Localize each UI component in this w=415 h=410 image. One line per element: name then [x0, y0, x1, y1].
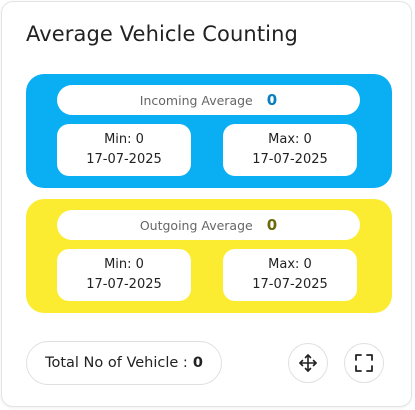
incoming-min-date: 17-07-2025: [86, 152, 162, 167]
total-vehicle-pill: Total No of Vehicle : 0: [26, 341, 222, 385]
incoming-average-value: 0: [266, 91, 278, 109]
incoming-min-label: Min: 0: [104, 132, 144, 147]
outgoing-average-label: Outgoing Average: [139, 217, 253, 233]
incoming-min-box: Min: 0 17-07-2025: [57, 124, 191, 176]
expand-icon: [355, 354, 373, 372]
outgoing-max-date: 17-07-2025: [252, 277, 328, 292]
incoming-average-label: Incoming Average: [139, 92, 253, 108]
card-title: Average Vehicle Counting: [26, 22, 298, 46]
outgoing-max-box: Max: 0 17-07-2025: [223, 249, 357, 301]
total-vehicle-value: 0: [192, 355, 203, 371]
outgoing-average-pill: Outgoing Average 0: [57, 210, 360, 240]
expand-button[interactable]: [344, 343, 384, 383]
incoming-max-date: 17-07-2025: [252, 152, 328, 167]
move-icon: [299, 354, 317, 372]
outgoing-average-value: 0: [266, 216, 278, 234]
outgoing-min-box: Min: 0 17-07-2025: [57, 249, 191, 301]
incoming-average-pill: Incoming Average 0: [57, 85, 360, 115]
incoming-panel: Incoming Average 0 Min: 0 17-07-2025 Max…: [26, 74, 392, 188]
incoming-max-box: Max: 0 17-07-2025: [223, 124, 357, 176]
outgoing-min-label: Min: 0: [104, 257, 144, 272]
move-button[interactable]: [288, 343, 328, 383]
outgoing-panel: Outgoing Average 0 Min: 0 17-07-2025 Max…: [26, 199, 392, 313]
incoming-max-label: Max: 0: [268, 132, 312, 147]
outgoing-min-date: 17-07-2025: [86, 277, 162, 292]
outgoing-max-label: Max: 0: [268, 257, 312, 272]
total-vehicle-label: Total No of Vehicle :: [45, 355, 188, 371]
